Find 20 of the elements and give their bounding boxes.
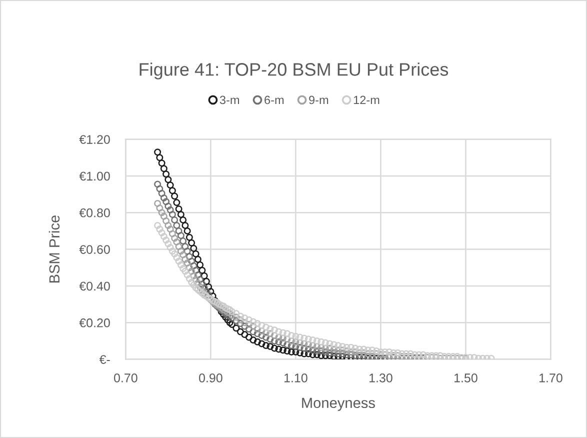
legend-label: 3-m — [220, 96, 240, 104]
x-tick-label: 1.50 — [454, 374, 478, 382]
x-tick-label: 1.70 — [540, 374, 562, 382]
legend-label: 9-m — [309, 96, 328, 104]
y-tick-label: €1.00 — [79, 172, 110, 181]
y-tick-label: €- — [99, 355, 110, 364]
x-tick-label: 1.10 — [284, 374, 308, 382]
chart-title: Figure 41: TOP-20 BSM EU Put Prices — [140, 62, 448, 80]
y-axis-title: BSM Price — [48, 215, 60, 283]
y-tick-label: €0.20 — [79, 318, 110, 328]
y-tick-label: €0.80 — [79, 208, 110, 218]
x-tick-label: 0.90 — [199, 374, 222, 382]
x-axis-title: Moneyness — [302, 398, 375, 411]
legend-label: 6-m — [264, 96, 284, 104]
legend-label: 12-m — [354, 96, 380, 104]
x-tick-label: 0.70 — [114, 374, 138, 382]
y-tick-label: €1.20 — [79, 135, 110, 144]
x-tick-label: 1.30 — [369, 374, 392, 382]
y-tick-label: €0.60 — [79, 245, 110, 254]
y-tick-label: €0.40 — [79, 282, 110, 291]
